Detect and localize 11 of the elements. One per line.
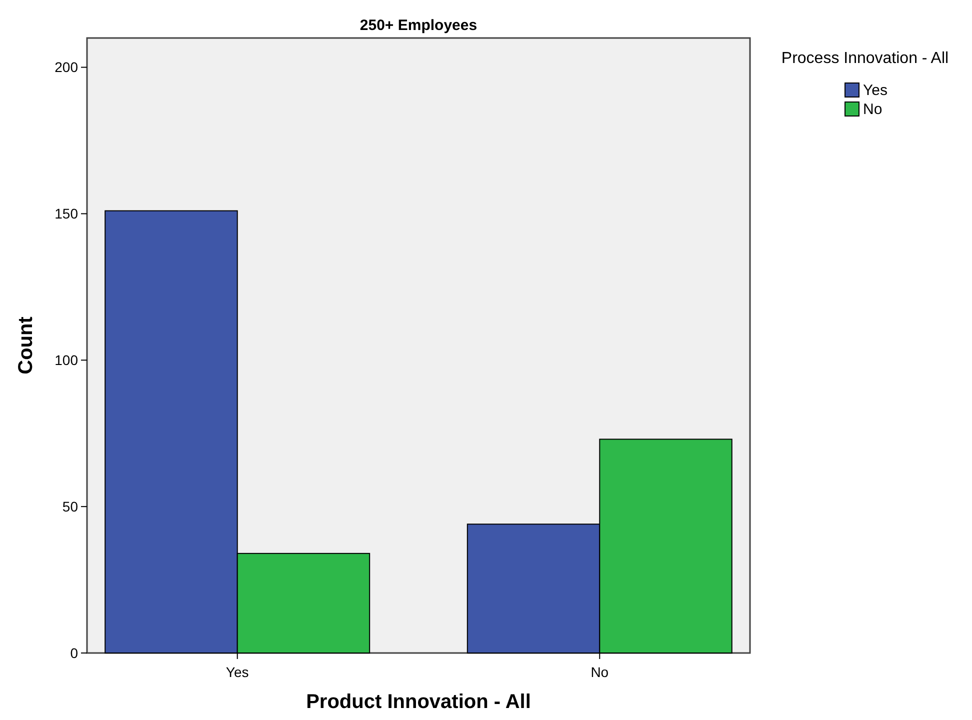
x-axis-title: Product Innovation - All xyxy=(306,691,531,713)
y-tick-label: 0 xyxy=(70,644,78,661)
legend-label: No xyxy=(863,101,882,118)
y-tick-label: 150 xyxy=(54,206,78,222)
y-tick-label: 100 xyxy=(54,352,78,368)
y-tick-label: 50 xyxy=(62,498,78,514)
y-tick-label: 200 xyxy=(54,59,78,76)
legend-title: Process Innovation - All xyxy=(781,50,949,67)
legend-label: Yes xyxy=(863,82,888,99)
y-axis-title: Count xyxy=(15,316,37,374)
chart-title: 250+ Employees xyxy=(360,17,478,34)
